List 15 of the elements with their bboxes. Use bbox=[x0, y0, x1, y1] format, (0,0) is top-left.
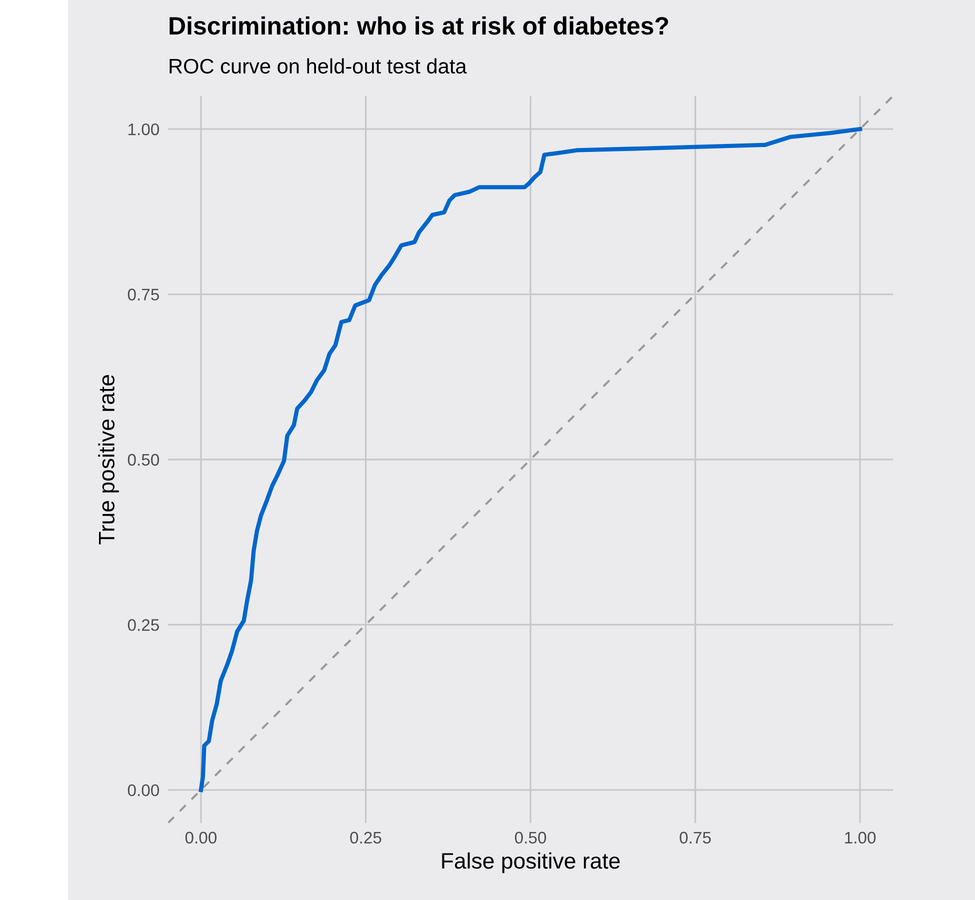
y-tick-label: 0.50 bbox=[128, 454, 160, 466]
chart-title: Discrimination: who is at risk of diabetes? bbox=[170, 16, 668, 35]
y-tick-label: 0.00 bbox=[128, 784, 160, 796]
y-tick-label: 1.00 bbox=[128, 123, 160, 136]
y-tick-label: 0.25 bbox=[128, 619, 159, 631]
x-tick-label: 0.75 bbox=[680, 832, 711, 844]
x-tick-label: 0.25 bbox=[350, 832, 382, 844]
x-tick-label: 1.00 bbox=[845, 832, 876, 844]
x-tick-label: 0.00 bbox=[185, 832, 217, 844]
chart-subtitle: ROC curve on held-out test data bbox=[170, 58, 467, 74]
y-axis-title: True positive rate bbox=[98, 375, 119, 544]
y-tick-label: 0.75 bbox=[128, 288, 159, 300]
x-axis-title: False positive rate bbox=[442, 852, 620, 874]
line-series bbox=[198, 126, 862, 792]
x-tick-label: 0.50 bbox=[514, 832, 546, 844]
